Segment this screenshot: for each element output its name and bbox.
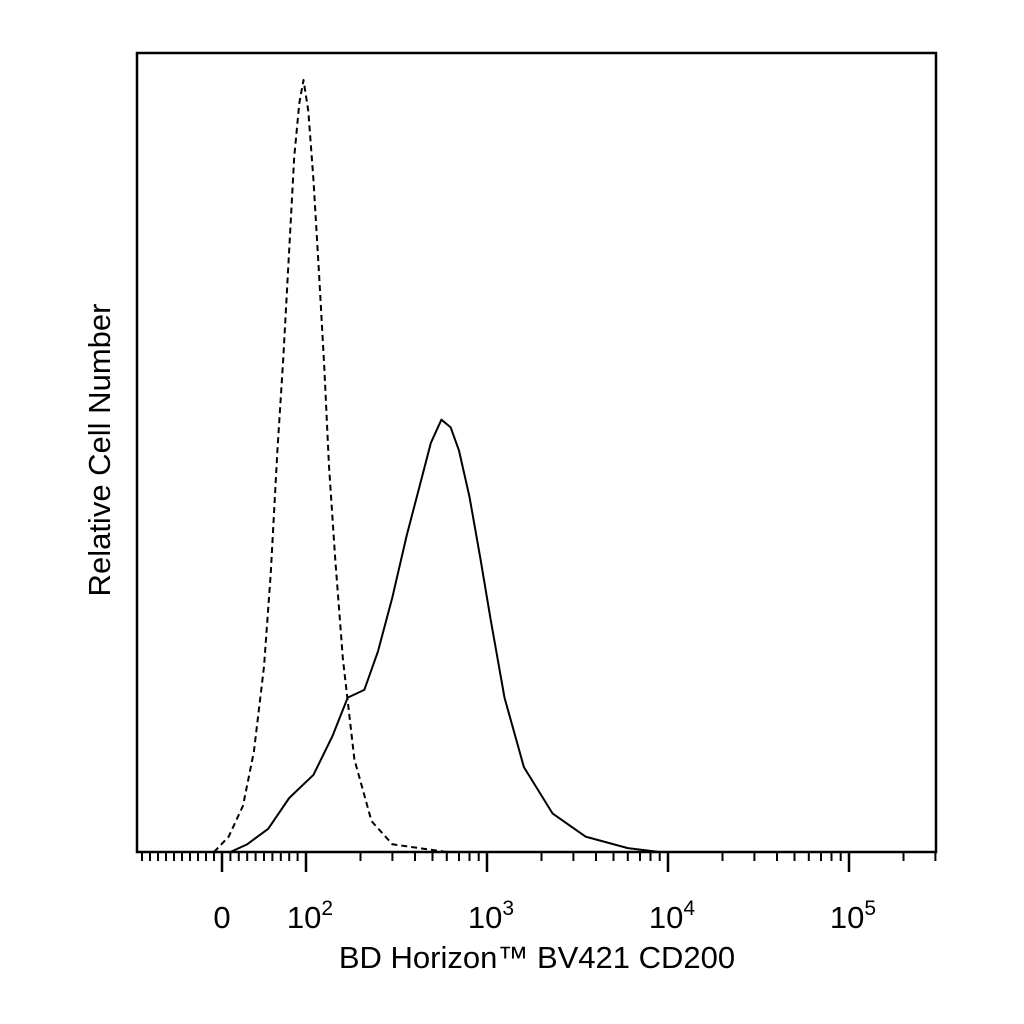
histogram-stained-solid: [229, 418, 660, 853]
x-tick-label: 104: [649, 897, 695, 935]
x-axis-label: BD Horizon™ BV421 CD200: [339, 940, 735, 975]
x-tick-label: 102: [287, 897, 333, 935]
x-tick-label: 103: [468, 897, 514, 935]
series-layer: [213, 79, 660, 853]
x-axis-ticks: [141, 852, 937, 872]
x-tick-label: 0: [213, 900, 230, 935]
x-tick-label: 105: [830, 897, 876, 935]
y-axis-label: Relative Cell Number: [82, 304, 117, 597]
histogram-control-dashed: [213, 79, 542, 853]
x-axis-tick-labels: 0 102 103 104 105: [213, 897, 876, 935]
